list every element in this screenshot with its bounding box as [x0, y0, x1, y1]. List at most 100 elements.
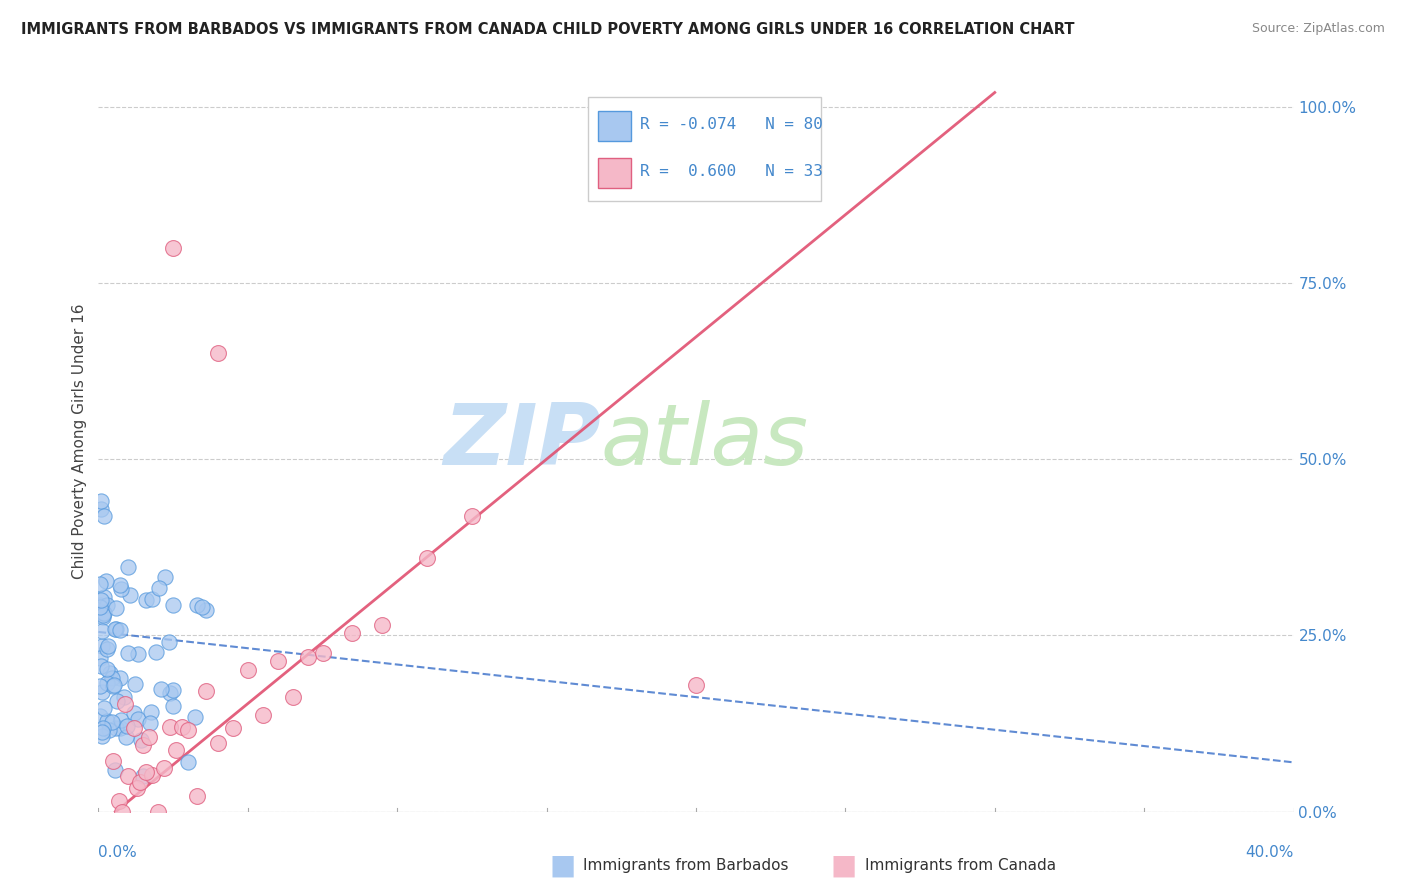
Point [117, 719, 139, 733]
Point [97, 639, 120, 653]
Text: Source: ZipAtlas.com: Source: ZipAtlas.com [1251, 22, 1385, 36]
Point [685, 678, 707, 692]
Point [91, 609, 114, 624]
Text: 40.0%: 40.0% [1246, 845, 1294, 860]
Point [90, 501, 112, 516]
Point [207, 736, 229, 750]
Point [129, 733, 152, 747]
Point [90, 592, 112, 607]
Point [111, 805, 134, 819]
FancyBboxPatch shape [589, 97, 821, 201]
Point [162, 241, 184, 255]
Point [105, 694, 128, 708]
Point [103, 754, 125, 768]
Text: ZIP: ZIP [443, 400, 600, 483]
Point [96, 662, 118, 676]
Point [89, 600, 111, 615]
Point [148, 805, 170, 819]
Text: Immigrants from Barbados: Immigrants from Barbados [583, 858, 789, 872]
Point [104, 622, 127, 636]
Point [153, 761, 176, 775]
Point [108, 623, 131, 637]
Point [127, 647, 149, 661]
Point [127, 713, 149, 727]
Point [104, 763, 127, 777]
Point [132, 769, 155, 783]
Point [104, 601, 127, 615]
Point [101, 679, 124, 693]
Text: R =  0.600   N = 33: R = 0.600 N = 33 [640, 164, 823, 178]
Point [91, 624, 114, 639]
Point [89, 651, 111, 665]
Point [91, 639, 114, 653]
Point [165, 743, 187, 757]
Y-axis label: Child Poverty Among Girls Under 16: Child Poverty Among Girls Under 16 [72, 304, 87, 579]
Point [112, 690, 135, 705]
Point [371, 618, 394, 632]
Text: 0.0%: 0.0% [98, 845, 138, 860]
Point [159, 635, 181, 649]
Point [96, 599, 118, 613]
Text: R = -0.074   N = 80: R = -0.074 N = 80 [640, 117, 823, 132]
Point [194, 603, 217, 617]
Point [89, 577, 111, 591]
Point [110, 721, 132, 735]
Point [93, 701, 115, 715]
Point [141, 706, 163, 720]
Point [90, 729, 112, 743]
Point [186, 598, 208, 612]
Point [110, 713, 132, 727]
Point [145, 644, 167, 658]
Point [195, 683, 218, 698]
Point [104, 622, 127, 636]
Point [91, 684, 114, 698]
Point [159, 686, 181, 700]
Point [118, 588, 141, 602]
Point [177, 723, 200, 738]
Point [124, 721, 146, 735]
Point [149, 681, 172, 696]
Point [91, 725, 114, 739]
Point [108, 794, 131, 808]
Point [129, 775, 152, 789]
Point [96, 676, 118, 690]
Point [96, 714, 118, 728]
Point [108, 578, 131, 592]
Point [141, 767, 163, 781]
FancyBboxPatch shape [598, 112, 631, 141]
Point [207, 346, 229, 360]
Point [342, 626, 364, 640]
Point [89, 679, 111, 693]
Point [124, 677, 146, 691]
Point [236, 664, 259, 678]
Point [89, 709, 111, 723]
Point [135, 592, 157, 607]
Text: Immigrants from Canada: Immigrants from Canada [865, 858, 1056, 872]
Point [127, 780, 149, 795]
Point [114, 697, 136, 711]
Point [190, 599, 212, 614]
Point [110, 582, 132, 596]
Text: ■: ■ [831, 851, 856, 880]
Point [101, 671, 124, 685]
Point [172, 720, 194, 734]
Point [89, 598, 111, 612]
Point [155, 570, 177, 584]
Point [461, 508, 484, 523]
Point [94, 574, 117, 589]
Point [91, 606, 114, 620]
Point [139, 716, 162, 731]
Point [222, 721, 245, 735]
Point [117, 769, 139, 783]
Point [90, 494, 112, 508]
Text: ■: ■ [550, 851, 575, 880]
Point [91, 608, 114, 623]
Point [101, 715, 124, 730]
Point [117, 560, 139, 574]
Point [110, 671, 132, 685]
Point [93, 591, 115, 605]
Text: IMMIGRANTS FROM BARBADOS VS IMMIGRANTS FROM CANADA CHILD POVERTY AMONG GIRLS UND: IMMIGRANTS FROM BARBADOS VS IMMIGRANTS F… [21, 22, 1074, 37]
Point [132, 738, 155, 752]
Point [103, 678, 125, 692]
Point [96, 642, 118, 657]
